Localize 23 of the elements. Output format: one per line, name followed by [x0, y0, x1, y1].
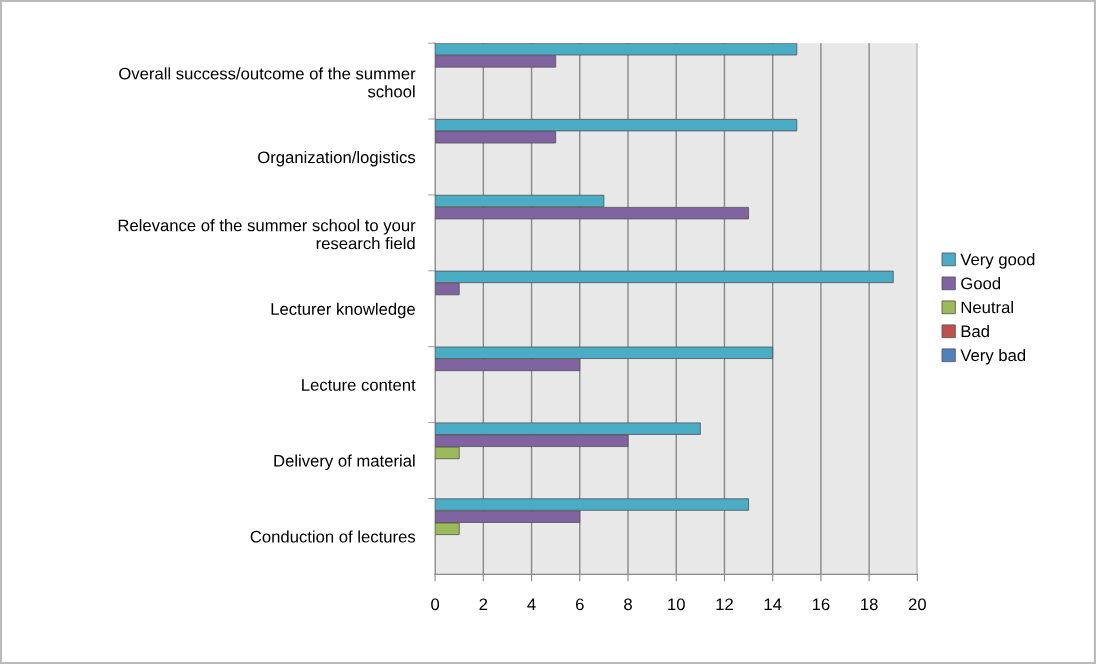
x-tick-label: 14	[764, 598, 782, 611]
x-tick-label: 4	[527, 598, 536, 611]
x-tick-label: 6	[576, 598, 584, 611]
y-tick-label: Overall success/outcome of the summer school	[119, 67, 416, 98]
x-tick-label: 12	[716, 598, 733, 611]
legend-label: Good	[961, 277, 1001, 290]
x-tick-label: 0	[431, 598, 440, 611]
x-tick-label: 10	[668, 598, 685, 611]
y-tick-label: Lecture content	[302, 379, 416, 391]
y-tick-label: Relevance of the summer school to your research field	[118, 219, 416, 250]
y-tick-label: Lecturer knowledge	[271, 302, 415, 319]
legend-label: Very good	[960, 253, 1035, 269]
x-tick-label: 20	[908, 598, 926, 611]
y-tick-label: Delivery of material	[274, 454, 415, 471]
x-tick-label: 16	[812, 598, 830, 611]
y-tick-label: Conduction of lectures	[250, 530, 416, 543]
x-tick-label: 2	[479, 598, 488, 611]
legend-label: Bad	[961, 324, 989, 338]
legend-label: Very bad	[960, 348, 1026, 365]
y-tick-label: Organization/logistics	[258, 150, 416, 167]
x-tick-label: 18	[861, 598, 878, 611]
legend-label: Neutral	[961, 301, 1013, 314]
x-tick-label: 8	[624, 598, 632, 611]
